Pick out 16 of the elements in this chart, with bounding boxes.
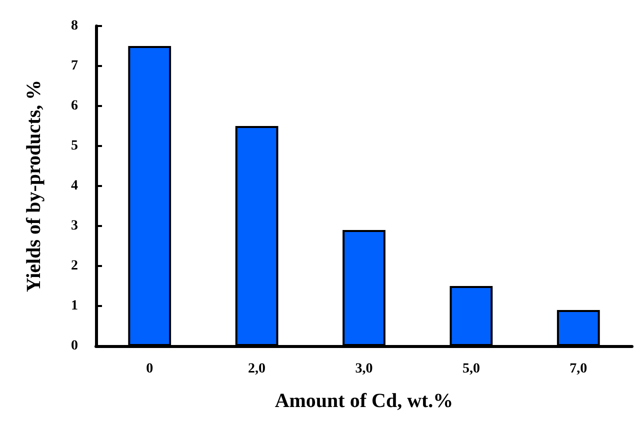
y-tick-label: 2 — [71, 258, 78, 274]
y-tick-label: 3 — [71, 218, 78, 234]
y-tick-label: 6 — [71, 98, 78, 114]
x-tick-label: 0 — [146, 362, 154, 376]
x-tick-label: 7,0 — [570, 362, 588, 376]
y-tick-label: 0 — [71, 338, 78, 354]
x-tick-label: 2,0 — [248, 362, 266, 376]
y-tick-label: 1 — [71, 298, 78, 314]
y-tick-label: 8 — [71, 18, 78, 34]
x-tick-label: 5,0 — [462, 362, 480, 376]
y-tick-label: 7 — [71, 58, 78, 74]
x-tick-label: 3,0 — [355, 362, 373, 376]
y-axis-title: Yields of by-products, % — [23, 80, 45, 292]
y-tick-label: 4 — [71, 178, 78, 194]
x-axis-title: Amount of Cd, wt.% — [274, 390, 454, 412]
y-tick-label: 5 — [71, 138, 78, 154]
